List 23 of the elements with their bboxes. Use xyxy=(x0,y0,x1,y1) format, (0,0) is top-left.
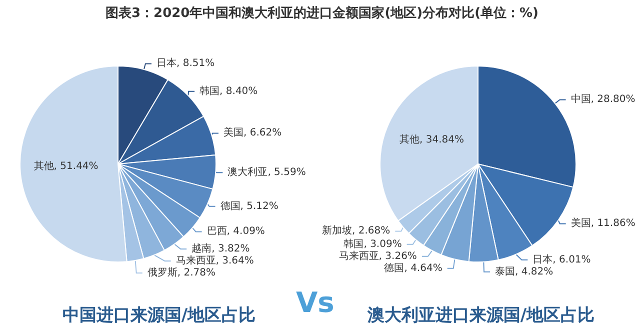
slice-label: 马来西亚, 3.64% xyxy=(176,254,254,267)
text: 图表3：2020年中国和澳大利亚的进口金额国家(地区)分布对比(单位：%) xyxy=(104,4,540,22)
slice-label: 日本, 8.51% xyxy=(156,57,215,70)
slice-label: 韩国, 8.40% xyxy=(200,84,258,97)
text: Vs xyxy=(296,286,334,319)
slice-label: 德国, 5.12% xyxy=(220,200,278,212)
slice-label: 中国, 28.80% xyxy=(570,93,636,106)
slice-label: 马来西亚, 3.26% xyxy=(338,250,417,262)
slice-label: 巴西, 4.09% xyxy=(206,226,265,238)
slice-label: 其他, 34.84% xyxy=(400,134,464,146)
slice-label: 新加坡, 2.68% xyxy=(322,224,390,237)
slice-label: 美国, 11.86% xyxy=(570,217,636,230)
text: 澳大利亚进口来源国/地区占比 xyxy=(366,306,595,326)
slice-label: 其他, 51.44% xyxy=(34,160,98,172)
slice-label: 韩国, 3.09% xyxy=(344,238,402,250)
slice-label: 德国, 4.64% xyxy=(384,262,442,274)
slice-label: 越南, 3.82% xyxy=(192,242,250,255)
slice-label: 泰国, 4.82% xyxy=(495,266,554,278)
slice-label: 日本, 6.01% xyxy=(532,253,591,266)
slice-label: 澳大利亚, 5.59% xyxy=(228,166,306,178)
text: 中国进口来源国/地区占比 xyxy=(62,306,256,326)
slice-label: 俄罗斯, 2.78% xyxy=(147,266,216,279)
slice-label: 美国, 6.62% xyxy=(223,126,282,139)
